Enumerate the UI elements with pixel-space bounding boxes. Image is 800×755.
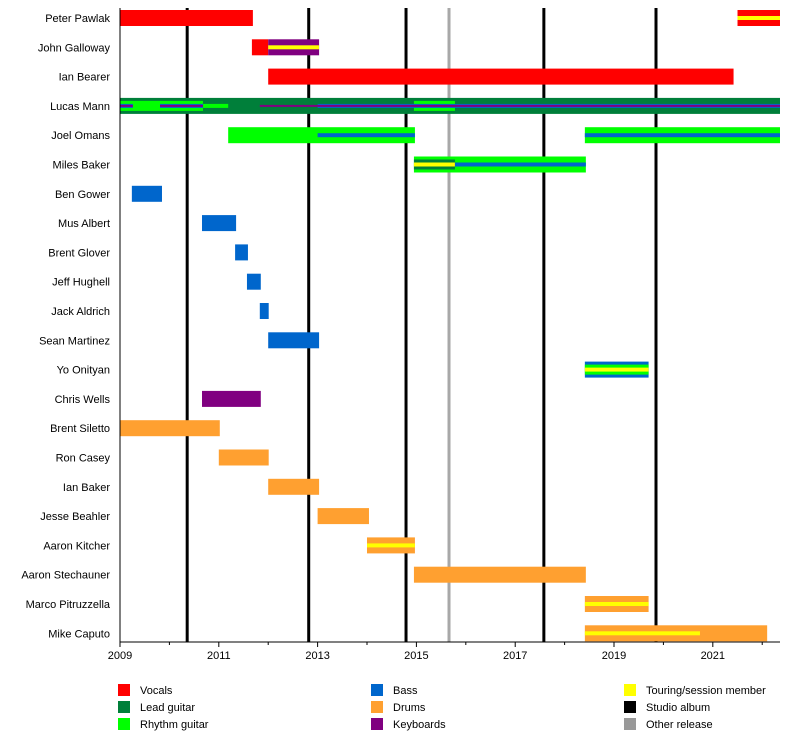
member-name: Aaron Stechauner xyxy=(21,570,110,582)
legend-swatch-vocals xyxy=(118,684,130,696)
bar-touring xyxy=(367,543,415,548)
bar-drums xyxy=(413,566,586,583)
legend-swatch-touring xyxy=(624,684,636,696)
member-name: Aaron Kitcher xyxy=(43,540,110,552)
bar-rhythm xyxy=(202,103,229,108)
member-name: Peter Pawlak xyxy=(45,13,110,25)
x-tick-label: 2013 xyxy=(305,650,329,662)
legend-swatch-bass xyxy=(371,684,383,696)
legend-label-other: Other release xyxy=(646,719,713,731)
bar-touring xyxy=(413,162,455,167)
bar-touring xyxy=(584,367,649,372)
bar-bass xyxy=(131,185,162,202)
bar-touring xyxy=(584,631,700,636)
legend-swatch-keyboards xyxy=(371,718,383,730)
x-tick-label: 2017 xyxy=(503,650,527,662)
bar-drums xyxy=(268,478,320,495)
member-name: Mus Albert xyxy=(58,218,110,230)
member-name: Brent Glover xyxy=(48,247,110,259)
legend-label-rhythm: Rhythm guitar xyxy=(140,719,209,731)
bar-touring xyxy=(268,45,320,50)
bar-drums xyxy=(120,420,220,437)
bar-drums xyxy=(317,508,369,525)
bar-bass xyxy=(584,133,780,138)
member-name: Ian Baker xyxy=(63,482,110,494)
member-name: Brent Siletto xyxy=(50,423,110,435)
bar-bass xyxy=(259,303,269,319)
bar-vocals xyxy=(251,39,269,56)
member-name: Ben Gower xyxy=(55,189,110,201)
member-name: Jack Aldrich xyxy=(51,306,110,318)
bar-vocals xyxy=(120,10,253,26)
legend-label-touring: Touring/session member xyxy=(646,685,766,697)
member-name: Sean Martinez xyxy=(39,335,110,347)
legend-label-vocals: Vocals xyxy=(140,685,173,697)
bar-bass xyxy=(202,215,237,232)
bar-touring xyxy=(584,602,649,606)
bar-bass xyxy=(246,273,261,290)
bar-bass xyxy=(317,133,415,138)
bar-drums xyxy=(218,449,269,466)
member-name: John Galloway xyxy=(38,42,111,54)
bar-bass xyxy=(268,332,320,349)
x-tick-label: 2019 xyxy=(602,650,626,662)
member-name: Marco Pitruzzella xyxy=(26,599,111,611)
member-name: Lucas Mann xyxy=(50,101,110,113)
legend-label-studio: Studio album xyxy=(646,702,710,714)
member-name: Mike Caputo xyxy=(48,628,110,640)
member-name: Jesse Beahler xyxy=(40,511,110,523)
member-name: Miles Baker xyxy=(53,160,111,172)
bar-touring xyxy=(737,16,780,20)
legend-swatch-drums xyxy=(371,701,383,713)
member-name: Ron Casey xyxy=(56,453,111,465)
x-tick-label: 2021 xyxy=(701,650,725,662)
legend-swatch-studio xyxy=(624,701,636,713)
bar-bass xyxy=(235,244,248,261)
bar-keyboards xyxy=(259,104,780,107)
bar-keyboards xyxy=(120,104,133,107)
x-tick-label: 2015 xyxy=(404,650,428,662)
legend-label-keyboards: Keyboards xyxy=(393,719,446,731)
x-tick-label: 2011 xyxy=(207,650,231,662)
legend-label-drums: Drums xyxy=(393,702,426,714)
member-name: Joel Omans xyxy=(51,130,110,142)
bar-vocals xyxy=(268,68,734,85)
x-tick-label: 2009 xyxy=(108,650,132,662)
bar-keyboards xyxy=(160,104,203,107)
member-name: Ian Bearer xyxy=(59,72,111,84)
legend-label-bass: Bass xyxy=(393,685,418,697)
legend-label-lead: Lead guitar xyxy=(140,702,195,714)
member-name: Jeff Hughell xyxy=(52,277,110,289)
bar-bass xyxy=(454,162,586,167)
member-name: Yo Onityan xyxy=(57,365,110,377)
legend-swatch-rhythm xyxy=(118,718,130,730)
legend-swatch-other xyxy=(624,718,636,730)
legend-swatch-lead xyxy=(118,701,130,713)
bar-keyboards xyxy=(202,390,261,407)
member-name: Chris Wells xyxy=(55,394,111,406)
